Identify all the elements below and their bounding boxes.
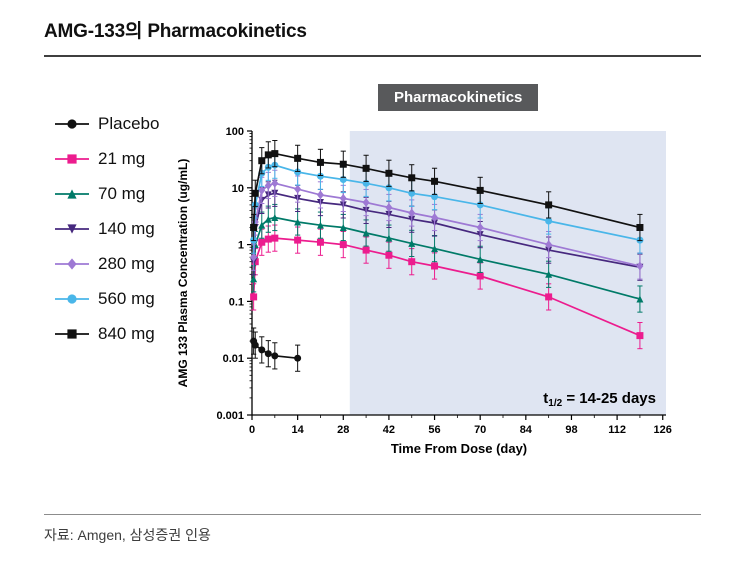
chart-area: Pharmacokinetics 100 10 1 0.1 0.01 0.001 0 14 28… — [172, 84, 680, 475]
svg-text:112: 112 — [608, 424, 626, 436]
dose-70mg-marker-icon — [54, 186, 90, 202]
legend-label: 560 mg — [98, 289, 155, 308]
legend-item-560mg: 560 mg — [54, 289, 172, 309]
svg-text:t1/2 = 14-25 days: t1/2 = 14-25 days — [543, 390, 656, 409]
page-header: AMG-133의 Pharmacokinetics — [44, 16, 701, 57]
pk-line-chart: 100 10 1 0.1 0.01 0.001 0 14 28 42 56 70 84 98 112 126 T… — [176, 126, 672, 456]
legend-label: 21 mg — [98, 149, 146, 168]
svg-text:AMG 133 Plasma Concentration (: AMG 133 Plasma Concentration (ug/mL) — [176, 159, 190, 388]
svg-text:100: 100 — [226, 126, 244, 138]
legend-item-placebo: Placebo — [54, 114, 172, 134]
svg-text:0.1: 0.1 — [229, 296, 244, 308]
source-note: 자료: Amgen, 삼성증권 인용 — [44, 527, 211, 543]
pk-figure: Placebo 21 mg 70 mg 140 mg 280 mg 560 mg — [54, 84, 680, 475]
svg-text:56: 56 — [428, 424, 440, 436]
svg-text:28: 28 — [337, 424, 349, 436]
legend-item-280mg: 280 mg — [54, 254, 172, 274]
svg-text:10: 10 — [232, 183, 244, 195]
page-title: AMG-133의 Pharmacokinetics — [44, 21, 307, 42]
legend-label: Placebo — [98, 114, 160, 133]
legend-label: 140 mg — [98, 219, 155, 238]
footer-divider — [44, 514, 701, 515]
svg-text:0: 0 — [249, 424, 255, 436]
placebo-marker-icon — [54, 116, 90, 132]
legend-item-21mg: 21 mg — [54, 149, 172, 169]
dose-840mg-marker-icon — [54, 326, 90, 342]
svg-text:84: 84 — [520, 424, 533, 436]
svg-text:70: 70 — [474, 424, 486, 436]
legend-label: 70 mg — [98, 184, 146, 203]
legend-item-70mg: 70 mg — [54, 184, 172, 204]
header-divider — [44, 55, 701, 57]
svg-text:0.01: 0.01 — [223, 353, 244, 365]
dose-21mg-marker-icon — [54, 151, 90, 167]
svg-text:42: 42 — [383, 424, 395, 436]
dose-140mg-marker-icon — [54, 221, 90, 237]
legend-label: 840 mg — [98, 324, 155, 343]
svg-text:0.001: 0.001 — [216, 410, 244, 422]
dose-280mg-marker-icon — [54, 256, 90, 272]
page-footer: 자료: Amgen, 삼성증권 인용 — [44, 514, 701, 545]
svg-text:1: 1 — [238, 240, 244, 252]
legend-item-840mg: 840 mg — [54, 324, 172, 344]
legend-label: 280 mg — [98, 254, 155, 273]
dose-560mg-marker-icon — [54, 291, 90, 307]
chart-legend: Placebo 21 mg 70 mg 140 mg 280 mg 560 mg — [54, 84, 172, 475]
svg-text:126: 126 — [654, 424, 672, 436]
legend-item-140mg: 140 mg — [54, 219, 172, 239]
svg-text:Time From Dose (day): Time From Dose (day) — [391, 441, 527, 456]
svg-text:14: 14 — [292, 424, 305, 436]
svg-text:98: 98 — [565, 424, 577, 436]
chart-title-badge: Pharmacokinetics — [378, 84, 539, 111]
